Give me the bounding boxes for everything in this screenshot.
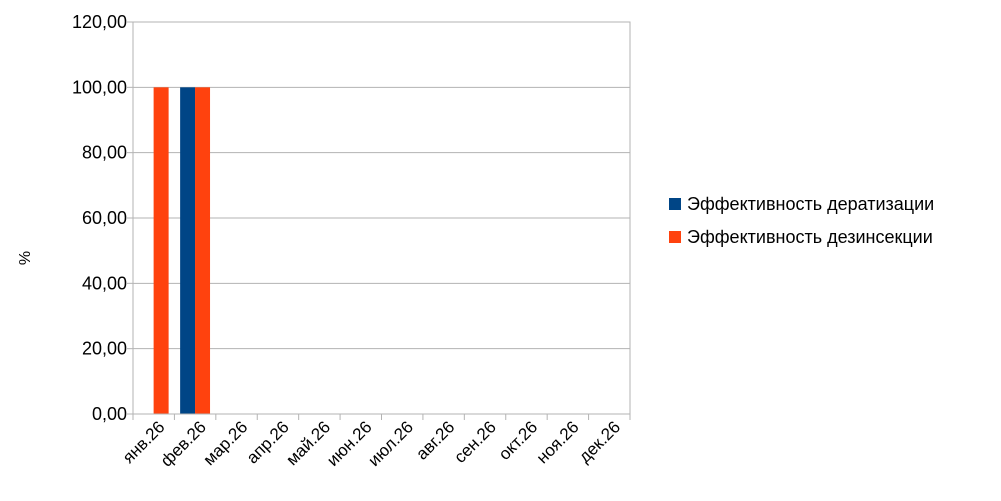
x-tick-label: май.26 [282,417,334,469]
y-tick-label: 120,00 [72,12,127,32]
y-axis-title: % [17,251,34,265]
x-tick-label: ноя.26 [533,417,583,467]
axes [127,21,631,420]
y-tick-label: 60,00 [82,208,127,228]
x-tick-label: сен.26 [450,417,499,466]
x-tick-label: дек.26 [575,417,624,466]
bar-deratization-1 [180,87,196,414]
y-tick-label: 100,00 [72,77,127,97]
x-tick-label: июн.26 [323,417,376,470]
x-tick-label: авг.26 [412,417,458,463]
y-tick-labels: 0,00 20,00 40,00 60,00 80,00 100,00 120,00 [72,12,127,424]
legend: Эффективность дератизации Эффективность д… [669,194,934,247]
y-tick-label: 80,00 [82,143,127,163]
bar-disinsection-1 [195,87,211,414]
legend-label: Эффективность дезинсекции [687,227,933,247]
legend-swatch [669,231,681,243]
x-tick-label: мар.26 [200,417,252,469]
bar-disinsection-0 [153,87,169,414]
x-tick-label: фев.26 [157,417,210,470]
legend-label: Эффективность дератизации [687,194,934,214]
x-tick-label: июл.26 [364,417,417,470]
bars [153,87,211,414]
y-tick-label: 20,00 [82,339,127,359]
legend-swatch [669,198,681,210]
x-tick-labels: янв.26фев.26мар.26апр.26май.26июн.26июл.… [119,417,624,470]
y-tick-label: 40,00 [82,273,127,293]
y-tick-label: 0,00 [92,404,127,424]
